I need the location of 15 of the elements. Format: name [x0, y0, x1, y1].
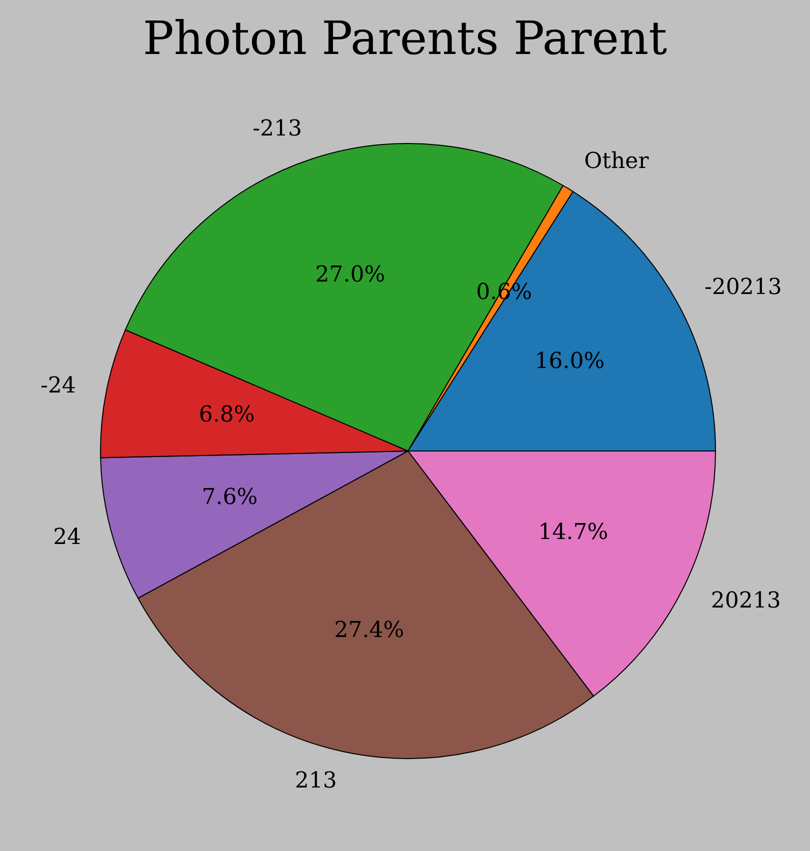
- data-label: 16.0%: [534, 348, 605, 374]
- data-label: 14.7%: [538, 520, 608, 545]
- slice-label: -213: [252, 116, 302, 142]
- data-label: 6.8%: [198, 402, 255, 428]
- slice-label: -20213: [704, 274, 782, 300]
- slice-label: Other: [584, 148, 650, 174]
- chart-title: Photon Parents Parent: [142, 10, 668, 65]
- slice-label: 213: [294, 768, 337, 794]
- data-label: 27.0%: [315, 262, 386, 288]
- data-label: 27.4%: [334, 618, 404, 644]
- data-label: 0.6%: [476, 280, 532, 306]
- slice-label: 20213: [710, 588, 781, 614]
- data-label: 7.6%: [202, 485, 258, 510]
- slice-label: 24: [53, 524, 82, 550]
- slice-label: -24: [40, 373, 76, 398]
